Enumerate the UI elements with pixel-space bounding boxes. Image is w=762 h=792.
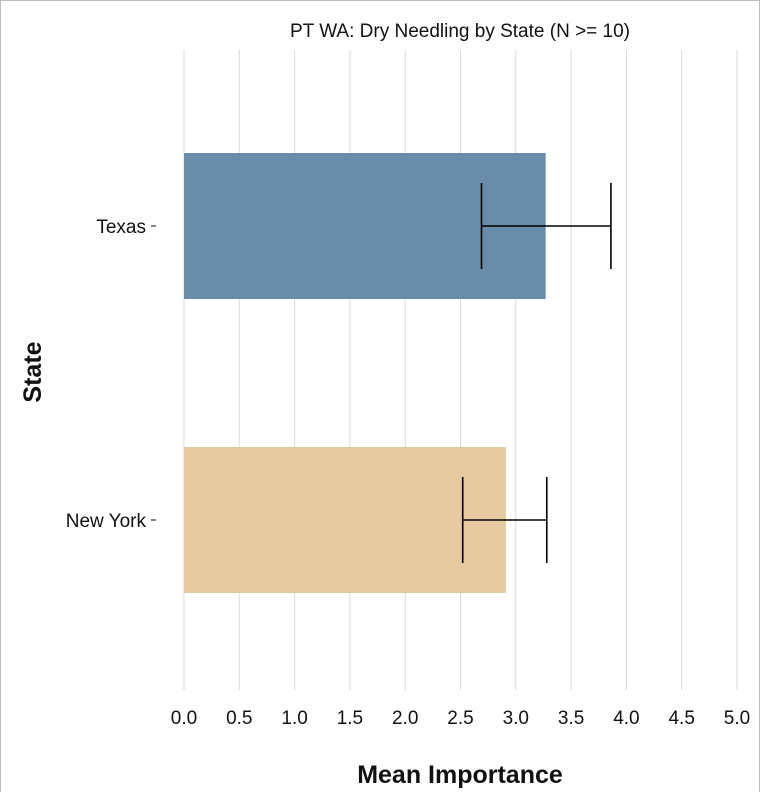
- x-tick-label: 3.0: [503, 708, 529, 729]
- x-tick-label: 3.5: [558, 708, 584, 729]
- y-tick-label: Texas: [96, 217, 146, 238]
- y-tick-label: New York: [66, 511, 147, 532]
- x-tick-label: 4.5: [668, 708, 694, 729]
- x-tick-label: 4.0: [613, 708, 639, 729]
- x-axis-label: Mean Importance: [357, 761, 563, 789]
- x-tick-label: 2.0: [392, 708, 418, 729]
- x-tick-label: 1.5: [337, 708, 363, 729]
- bar: [184, 447, 506, 593]
- x-tick-label: 5.0: [724, 708, 750, 729]
- error-bar: [461, 477, 548, 563]
- x-tick-label: 0.0: [171, 708, 197, 729]
- chart-title: PT WA: Dry Needling by State (N >= 10): [290, 21, 630, 42]
- x-tick-labels: 0.0 0.5 1.0 1.5 2.0 2.5 3.0 3.5 4.0 4.5 5.0: [171, 708, 750, 729]
- x-tick-label: 2.5: [447, 708, 473, 729]
- x-tick-label: 0.5: [226, 708, 252, 729]
- y-tick-labels: Texas New York: [66, 217, 156, 532]
- error-bar: [480, 183, 612, 269]
- y-axis-label: State: [19, 341, 47, 402]
- gridlines: [183, 50, 738, 690]
- bars: [184, 153, 546, 593]
- x-tick-label: 1.0: [281, 708, 307, 729]
- error-bars: [461, 183, 612, 563]
